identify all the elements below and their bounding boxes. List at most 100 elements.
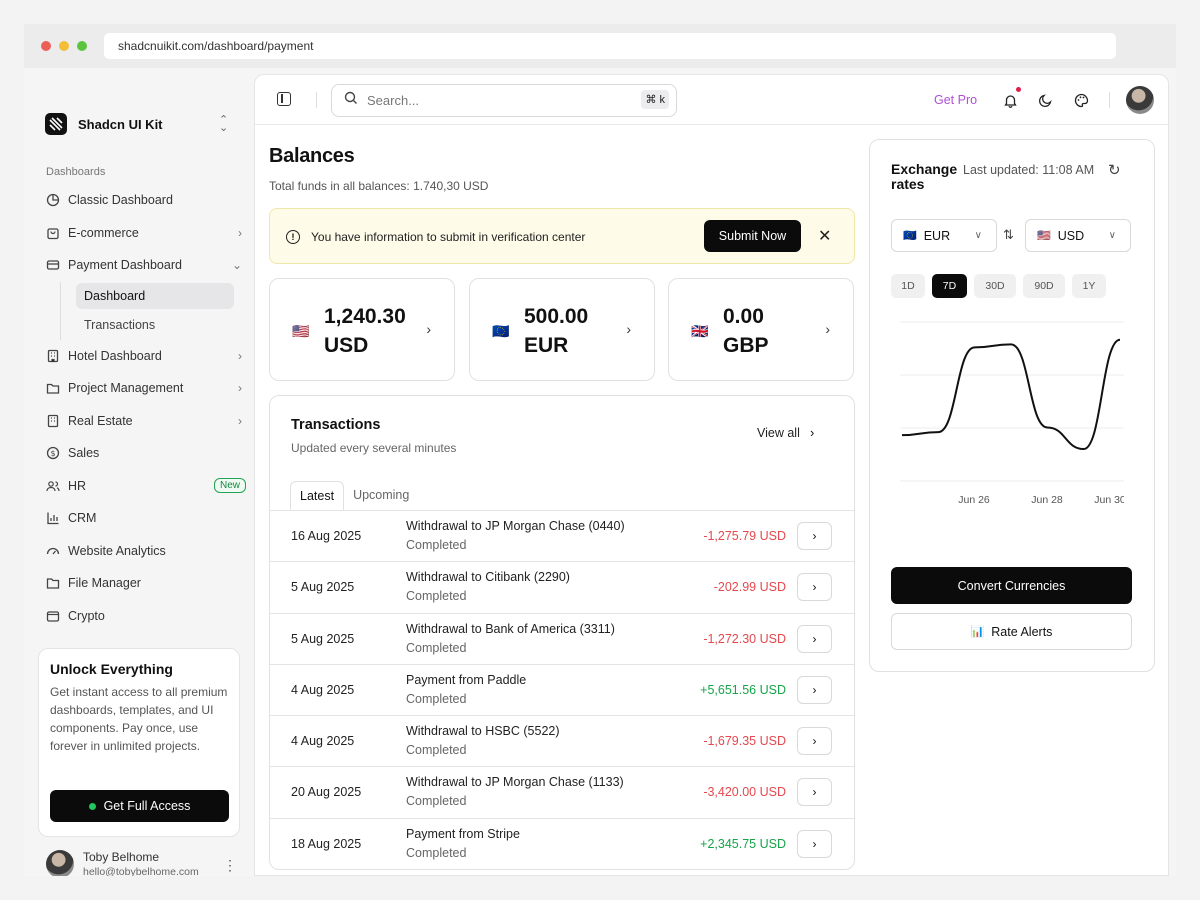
sidebar-toggle-icon[interactable] [277,92,291,106]
open-transaction-button[interactable]: › [797,829,832,858]
sidebar-subitem-dashboard[interactable]: Dashboard [60,281,242,311]
transaction-description: Withdrawal to HSBC (5522) [406,724,560,739]
pie-chart-icon [46,193,60,207]
transaction-description: Withdrawal to JP Morgan Chase (0440) [406,519,625,533]
chevron-right-icon: › [238,381,242,396]
sidebar-item-crypto[interactable]: Crypto [38,600,242,633]
open-transaction-button[interactable]: › [797,778,832,807]
convert-currencies-button[interactable]: Convert Currencies [891,567,1132,604]
exchange-title: Exchange rates [891,161,958,192]
sidebar-subitem-label: Dashboard [76,283,234,309]
avatar[interactable] [1126,86,1154,114]
building-icon [46,414,60,428]
sidebar-item-file-manager[interactable]: File Manager [38,567,242,600]
topbar: ⌘ k Get Pro [255,75,1168,125]
range-30d[interactable]: 30D [974,274,1016,298]
sidebar-item-hr[interactable]: HR New [38,470,246,503]
chevron-right-icon[interactable]: › [810,425,815,440]
minimize-window-dot[interactable] [59,41,69,51]
open-transaction-button[interactable]: › [797,624,832,653]
transaction-date: 4 Aug 2025 [291,734,355,749]
open-transaction-button[interactable]: › [797,573,832,602]
dollar-circle-icon: $ [46,446,60,460]
transaction-date: 4 Aug 2025 [291,682,355,697]
browser-window: shadcnuikit.com/dashboard/payment Shadcn… [24,24,1176,876]
balance-amount: 500.00 EUR [524,302,624,360]
transaction-status: Completed [406,691,467,706]
range-1d[interactable]: 1D [891,274,925,298]
from-currency-select[interactable]: 🇪🇺 EUR ∨ [891,219,997,252]
maximize-window-dot[interactable] [77,41,87,51]
address-bar[interactable]: shadcnuikit.com/dashboard/payment [104,33,1116,59]
user-profile[interactable]: Toby Belhome hello@tobybelhome.com [46,850,199,876]
balance-card-usd[interactable]: 🇺🇸 1,240.30 USD › [269,278,455,381]
chevron-right-icon: › [238,348,242,363]
gauge-icon [46,544,60,558]
bar-chart-icon: 📊 [970,626,985,638]
sidebar-item-real-estate[interactable]: Real Estate › [38,405,242,438]
balance-card-gbp[interactable]: 🇬🇧 0.00 GBP › [668,278,854,381]
brand[interactable]: Shadcn UI Kit [45,113,163,135]
chevron-right-icon: › [626,321,631,337]
balance-card-eur[interactable]: 🇪🇺 500.00 EUR › [469,278,655,381]
transaction-date: 5 Aug 2025 [291,580,355,595]
transaction-amount: -1,679.35 USD [703,734,786,749]
get-pro-link[interactable]: Get Pro [934,93,978,107]
chevrons-up-down-icon[interactable]: ⌃ ⌄ [219,114,229,134]
view-all-link[interactable]: View all [757,426,800,440]
app: Shadcn UI Kit ⌃ ⌄ Dashboards Classic Dash… [24,68,1176,876]
open-transaction-button[interactable]: › [797,727,832,756]
transaction-description: Withdrawal to Bank of America (3311) [406,621,615,636]
open-transaction-button[interactable]: › [797,522,832,550]
close-icon[interactable]: ✕ [818,228,832,245]
sidebar-item-hotel-dashboard[interactable]: Hotel Dashboard › [38,340,242,373]
sidebar-item-label: File Manager [68,576,141,591]
more-vertical-icon[interactable]: ⋮ [223,857,237,873]
transactions-subtitle: Updated every several minutes [291,441,457,455]
transactions-card: Transactions Updated every several minut… [269,395,855,870]
sidebar-item-label: HR [68,478,87,493]
transaction-description: Payment from Stripe [406,826,520,841]
range-selector: 1D 7D 30D 90D 1Y [891,274,1106,298]
search-input[interactable] [367,93,637,108]
bell-icon[interactable] [1001,91,1019,109]
user-name: Toby Belhome [83,850,160,864]
sidebar-item-website-analytics[interactable]: Website Analytics [38,535,242,568]
sidebar-item-sales[interactable]: $ Sales [38,437,242,470]
brand-logo-icon [45,113,67,135]
svg-text:$: $ [50,449,55,458]
chevron-down-icon: ∨ [1108,230,1116,241]
to-currency-select[interactable]: 🇺🇸 USD ∨ [1025,219,1131,252]
sidebar-item-payment-dashboard[interactable]: Payment Dashboard ⌄ [38,249,242,282]
wallet-icon [46,609,60,623]
balance-value: 500.00 [524,305,589,328]
sidebar-item-e-commerce[interactable]: E-commerce › [38,217,242,250]
building-icon [46,349,60,363]
sidebar-item-crm[interactable]: CRM [38,502,242,535]
alert-text: You have information to submit in verifi… [311,230,586,244]
table-row: 18 Aug 2025 Payment from Stripe Completed +… [270,819,854,869]
refresh-icon[interactable]: ↻ [1108,162,1121,179]
sidebar-item-label: Payment Dashboard [68,258,182,273]
range-90d[interactable]: 90D [1023,274,1065,298]
sidebar-item-classic-dashboard[interactable]: Classic Dashboard [38,184,242,217]
transaction-amount: -202.99 USD [713,580,786,595]
close-window-dot[interactable] [41,41,51,51]
tab-upcoming[interactable]: Upcoming [353,488,410,502]
rate-alerts-button[interactable]: 📊 Rate Alerts [891,613,1132,650]
swap-arrows-icon[interactable]: ⇅ [1003,227,1014,242]
table-row: 4 Aug 2025 Withdrawal to HSBC (5522) Compl… [270,716,854,768]
range-1y[interactable]: 1Y [1072,274,1106,298]
moon-icon[interactable] [1036,91,1054,109]
get-full-access-button[interactable]: Get Full Access [50,790,229,822]
button-label: Rate Alerts [991,624,1053,639]
palette-icon[interactable] [1072,91,1090,109]
submit-now-button[interactable]: Submit Now [704,220,801,252]
rate-line [901,338,1121,451]
range-7d[interactable]: 7D [932,274,967,298]
sidebar-subitem-transactions[interactable]: Transactions [60,310,242,340]
sidebar-item-project-management[interactable]: Project Management › [38,372,242,405]
open-transaction-button[interactable]: › [797,675,832,704]
search-box[interactable]: ⌘ k [331,84,677,117]
tab-latest[interactable]: Latest [290,481,345,511]
